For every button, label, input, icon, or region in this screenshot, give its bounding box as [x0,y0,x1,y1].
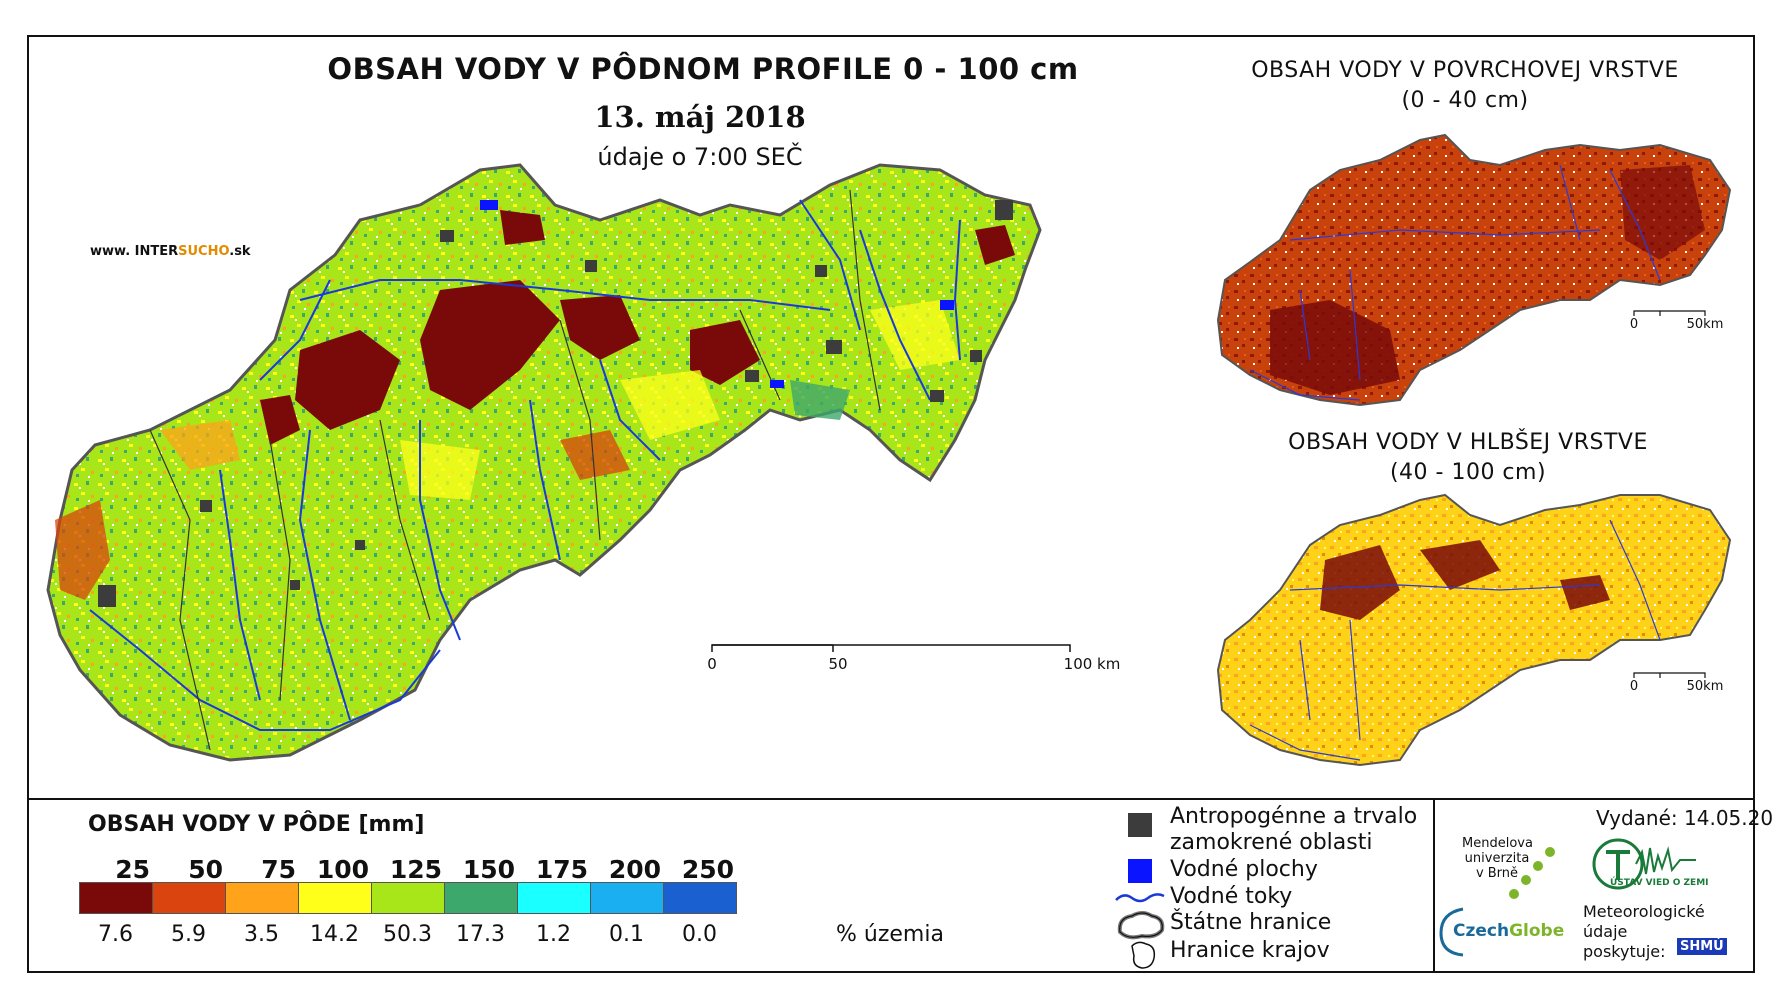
main-map-dry-patches [260,210,1015,445]
mendel-university-logo: Mendelova univerzita v Brně [1462,836,1533,881]
inset-top-title-line2: (0 - 40 cm) [1401,88,1529,113]
legend-water-bodies: Vodné plochy [1170,857,1318,882]
main-map-urban-areas [98,200,1013,607]
river-line-icon [1115,893,1165,903]
ustav-vied-o-zemi-text: ÚSTAV VIED O ZEMI [1610,878,1709,888]
legend-swatch [517,882,591,914]
legend-percentage: 1.2 [536,922,571,947]
legend-percentage: 14.2 [310,922,359,947]
state-border-icon [1117,911,1165,940]
shmu-logo: SHMÚ [1677,938,1727,955]
inset-bottom-map [1216,493,1732,767]
legend-class-limit: 50 [188,855,223,884]
website-brand: SUCHO [178,244,230,259]
anthropogenic-area-icon [1128,813,1152,837]
inset-top-scale-start: 0 [1629,317,1639,332]
legend-swatch [152,882,226,914]
main-map-wet-area [790,380,850,420]
legend-swatch [225,882,299,914]
legend-class-limit: 75 [261,855,296,884]
main-scale-start: 0 [707,655,717,673]
main-map-subtitle: údaje o 7:00 SEČ [597,143,803,171]
legend-class-limit: 100 [316,855,369,884]
inset-top-scale-end: 50km [1686,317,1724,332]
legend-swatch [79,882,153,914]
legend-class-limit: 150 [462,855,515,884]
issued-date: Vydané: 14.05.2018 [1596,806,1772,830]
legend-percent-unit: % územia [836,922,944,947]
meteo-line1: Meteorologické [1583,902,1705,921]
inset-bottom-scale [1633,672,1706,678]
legend-swatch [371,882,445,914]
legend-rivers: Vodné toky [1170,884,1293,909]
legend-title: OBSAH VODY V PÔDE [mm] [88,812,425,837]
legend-class-limit: 25 [115,855,150,884]
main-scale-end: 100 km [1063,655,1121,673]
legend-anthropogenic-line1: Antropogénne a trvalo [1170,804,1418,829]
legend-percentage: 50.3 [383,922,432,947]
website-link[interactable]: www. INTERSUCHO.sk [90,244,251,259]
main-scale-mid: 50 [828,655,848,673]
inset-bottom-scale-start: 0 [1629,679,1639,694]
inset-bottom-rivers [1249,519,1661,761]
inset-bottom-scale-end: 50km [1686,679,1724,694]
legend-region-border: Hranice krajov [1170,938,1330,963]
czechglobe-logo: CzechGlobe [1453,921,1564,941]
legend-percentage: 17.3 [456,922,505,947]
water-body-icon [1128,859,1152,883]
website-suffix: .sk [229,244,251,259]
legend-divider [27,798,1755,800]
legend-swatch [298,882,372,914]
legend-percentage: 3.5 [244,922,279,947]
inset-bottom-dry-patches [1320,540,1610,620]
legend-percentage: 0.1 [609,922,644,947]
inset-top-title-line1: OBSAH VODY V POVRCHOVEJ VRSTVE [1251,58,1679,83]
mendel-line1: Mendelova [1462,836,1533,851]
legend-swatch [590,882,664,914]
legend-swatch [444,882,518,914]
legend-swatch [663,882,737,914]
legend-percentage: 5.9 [171,922,206,947]
mendel-line3: v Brně [1475,866,1519,881]
main-map-water-bodies [480,200,954,388]
legend-percentage: 7.6 [98,922,133,947]
main-map-title: OBSAH VODY V PÔDNOM PROFILE 0 - 100 cm [327,52,1079,86]
legend-class-limit: 125 [389,855,442,884]
legend-class-limit: 175 [535,855,588,884]
inset-top-scale [1633,310,1706,316]
map-frame [27,35,1755,973]
mendel-dots-icon [1509,847,1555,899]
ustav-vied-o-zemi-logo-icon [1592,838,1696,890]
inset-bottom-title-line2: (40 - 100 cm) [1389,460,1547,485]
main-map-date: 13. máj 2018 [594,100,806,134]
meteo-line3: poskytuje: [1583,942,1666,961]
inset-top-map [1216,133,1732,407]
main-map-region-borders [149,189,881,751]
czechglobe-arc-icon [1439,907,1464,957]
legend-anthropogenic-line2: zamokrené oblasti [1170,830,1373,855]
main-map-scale-bar [711,644,1071,652]
main-map-rivers [89,199,961,731]
legend-class-limit: 250 [681,855,734,884]
legend-state-border: Štátne hranice [1170,910,1332,935]
meteo-line2: údaje [1583,922,1628,941]
inset-top-rivers [1249,164,1661,401]
main-map-territory [46,163,1042,762]
credits-divider [1433,798,1435,973]
website-prefix: www. INTER [90,244,179,259]
inset-top-very-dry [1270,300,1400,395]
mendel-line2: univerzita [1464,851,1530,866]
inset-top-very-dry-east [1620,165,1705,260]
legend-percentage: 0.0 [682,922,717,947]
inset-bottom-title-line1: OBSAH VODY V HLBŠEJ VRSTVE [1288,430,1648,455]
czechglobe-b: Globe [1509,921,1565,941]
main-map [46,163,1071,762]
region-border-icon [1131,941,1156,969]
inset-bottom-territory [1216,493,1732,767]
legend-class-limit: 200 [608,855,661,884]
czechglobe-a: Czech [1453,921,1510,941]
